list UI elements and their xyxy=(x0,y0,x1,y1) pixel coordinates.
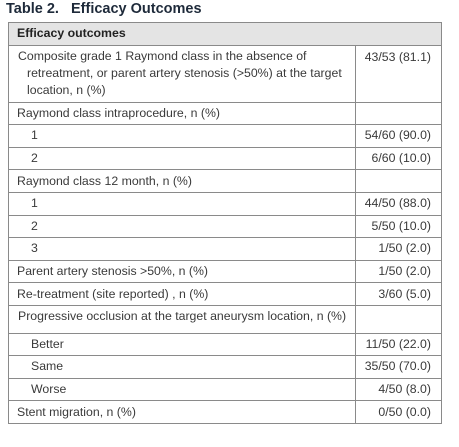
table-body: Efficacy outcomes Composite grade 1 Raym… xyxy=(8,22,442,424)
row-value: 5/50 (10.0) xyxy=(355,214,442,239)
row: Stent migration, n (%) 0/50 (0.0) xyxy=(8,400,442,424)
row-label: Better xyxy=(8,332,356,357)
row-value: 1/50 (2.0) xyxy=(355,259,442,284)
row-value xyxy=(355,101,442,126)
row-label: 2 xyxy=(8,214,356,239)
row-label: Stent migration, n (%) xyxy=(8,400,356,424)
row-label: Re-treatment (site reported) , n (%) xyxy=(8,282,356,306)
header-cell: Efficacy outcomes xyxy=(8,22,442,46)
row-value: 4/50 (8.0) xyxy=(355,377,442,402)
row-value xyxy=(355,304,442,334)
sub-row: 2 5/50 (10.0) xyxy=(8,214,442,239)
row-value: 44/50 (88.0) xyxy=(355,191,442,216)
table-title: Table 2. Efficacy Outcomes xyxy=(6,1,202,17)
row-label: Composite grade 1 Raymond class in the a… xyxy=(8,44,356,103)
row-value: 3/60 (5.0) xyxy=(355,282,442,306)
row-label: Progressive occlusion at the target aneu… xyxy=(8,304,356,334)
sub-row: Worse 4/50 (8.0) xyxy=(8,377,442,402)
row-label: Parent artery stenosis >50%, n (%) xyxy=(8,259,356,284)
sub-row: 1 54/60 (90.0) xyxy=(8,124,442,148)
row-value: 6/60 (10.0) xyxy=(355,146,442,171)
row-value: 54/60 (90.0) xyxy=(355,124,442,148)
row: Parent artery stenosis >50%, n (%) 1/50 (… xyxy=(8,259,442,284)
row: Composite grade 1 Raymond class in the a… xyxy=(8,44,442,103)
row-label: 1 xyxy=(8,124,356,148)
row-value: 1/50 (2.0) xyxy=(355,237,442,261)
row-value: 0/50 (0.0) xyxy=(355,400,442,424)
row: Raymond class intraprocedure, n (%) xyxy=(8,101,442,126)
row-label: 1 xyxy=(8,191,356,216)
sub-row: 3 1/50 (2.0) xyxy=(8,237,442,261)
row-value: 43/53 (81.1) xyxy=(355,44,442,103)
row-value xyxy=(355,169,442,193)
sub-row: Same 35/50 (70.0) xyxy=(8,355,442,379)
table: Efficacy outcomes Composite grade 1 Raym… xyxy=(8,22,442,424)
sub-row: 2 6/60 (10.0) xyxy=(8,146,442,171)
row-label: Raymond class intraprocedure, n (%) xyxy=(8,101,356,126)
row-label: Worse xyxy=(8,377,356,402)
row-label: 3 xyxy=(8,237,356,261)
row: Re-treatment (site reported) , n (%) 3/60… xyxy=(8,282,442,306)
sub-row: 1 44/50 (88.0) xyxy=(8,191,442,216)
row-label: 2 xyxy=(8,146,356,171)
header-row: Efficacy outcomes xyxy=(8,22,442,46)
row: Progressive occlusion at the target aneu… xyxy=(8,304,442,334)
sub-row: Better 11/50 (22.0) xyxy=(8,332,442,357)
row-value: 11/50 (22.0) xyxy=(355,332,442,357)
row-label: Same xyxy=(8,355,356,379)
row-value: 35/50 (70.0) xyxy=(355,355,442,379)
row: Raymond class 12 month, n (%) xyxy=(8,169,442,193)
row-label: Raymond class 12 month, n (%) xyxy=(8,169,356,193)
